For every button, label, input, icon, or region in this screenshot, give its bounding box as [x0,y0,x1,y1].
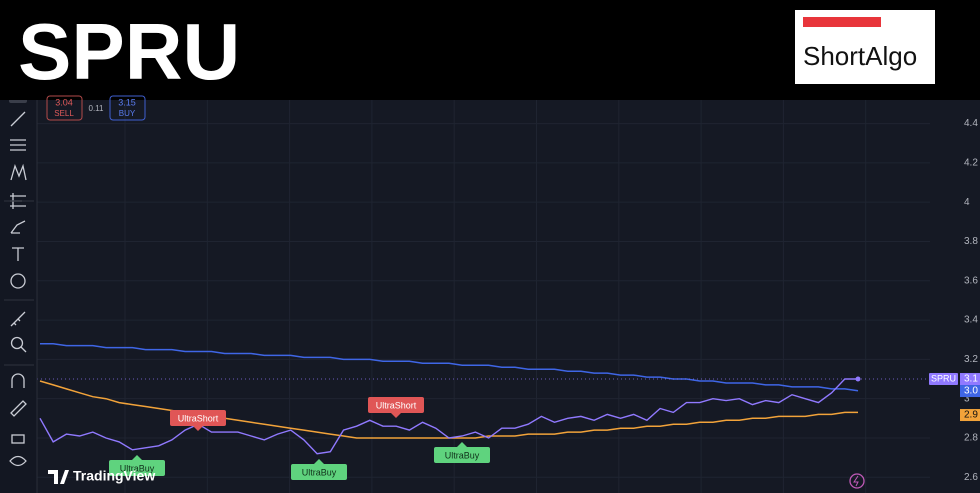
watermark-logo [48,470,69,484]
signal-pointer [193,426,203,431]
logo-bar [803,17,881,27]
watermark-text: TradingView [73,468,155,484]
tool-magnet[interactable] [11,373,25,388]
buy-button[interactable] [109,95,146,121]
y-tick-label: 3.8 [964,236,978,247]
tool-fib[interactable] [10,139,26,151]
sell-price: 3.04 [55,97,73,107]
buy-label: BUY [119,109,136,118]
signal-pointer [132,455,142,460]
alert-icon[interactable] [849,473,865,489]
y-tick-label: 4 [964,197,970,208]
logo-text: ShortAlgo [803,41,917,71]
signal-pointer [457,442,467,447]
tool-lock-draw[interactable] [10,400,27,417]
grid [37,100,930,493]
price-scale-box [960,373,980,386]
signal-box [368,397,424,413]
y-tick-label: 2.6 [964,472,978,483]
tool-brush[interactable] [10,220,26,234]
sell-label: SELL [54,109,74,118]
tool-emoji[interactable] [10,273,26,289]
toolbar-separator [4,200,34,366]
toolbar [0,100,37,493]
y-tick-label: 3.4 [964,315,978,326]
buy-price: 3.15 [118,97,136,107]
y-tick-label: 4.2 [964,158,978,169]
tool-text[interactable] [12,247,24,261]
tool-zoom[interactable] [10,336,24,350]
signal-label: UltraShort [178,413,219,423]
signal-label: UltraBuy [445,450,480,460]
y-tick-label: 3.2 [964,354,978,365]
spread: 0.11 [89,104,105,113]
sell-button[interactable] [46,95,83,121]
tool-trend-line[interactable] [10,111,26,127]
header-title: SPRU [18,7,240,96]
tool-ruler[interactable] [10,311,26,327]
series-line [40,342,859,392]
chart-background [0,100,980,493]
signal-label: UltraShort [376,400,417,410]
watermark: TradingView [48,468,155,484]
price-scale-label: 3.0 [964,386,978,397]
signal-box [291,464,347,480]
series-line [39,378,858,455]
y-tick-label: 3 [964,393,970,404]
signal-pointer [314,459,324,464]
signal-box [434,447,490,463]
signal-box [109,460,165,476]
signal-box [170,410,226,426]
series-name-box [929,373,958,386]
signal-pointer [391,413,401,418]
tool-zoom-handle [20,346,27,353]
price-scale-box [960,409,980,422]
y-tick-label: 3.6 [964,275,978,286]
signal-label: UltraBuy [302,467,337,477]
y-tick-label: 4.4 [964,118,978,129]
last-price-dot [855,376,861,382]
tool-lock[interactable] [11,434,25,444]
tool-eye[interactable] [9,455,27,467]
price-scale-box [960,385,980,398]
y-tick-label: 2.8 [964,433,978,444]
toolbar-icons [4,97,34,467]
signal-label: UltraBuy [120,463,155,473]
tool-pattern[interactable] [10,163,27,181]
alert-bolt [853,475,859,487]
series-name: SPRU [931,373,956,383]
price-scale-label: 3.1 [964,374,978,385]
plot: UltraShort UltraShort UltraBuy UltraBuy Ultr… [37,342,930,480]
price-scale-label: 2.9 [964,410,978,421]
